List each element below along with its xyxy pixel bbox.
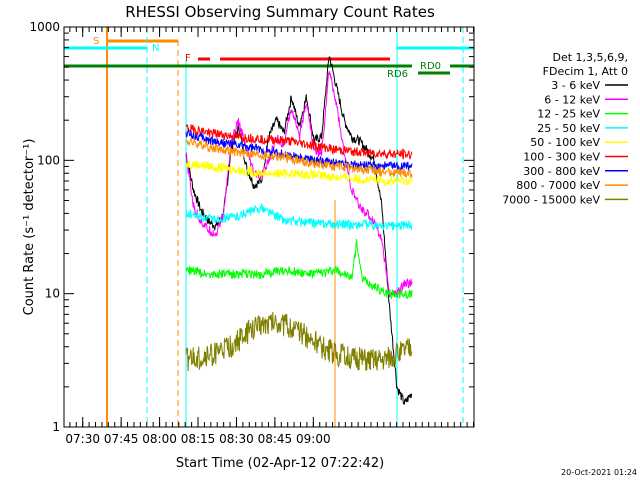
flag-label-s: S bbox=[93, 36, 99, 47]
plot-frame bbox=[63, 26, 475, 428]
series-line-6 bbox=[185, 129, 413, 173]
chart-title: RHESSI Observing Summary Count Rates bbox=[125, 3, 435, 21]
legend-header-line-2: FDecim 1, Att 0 bbox=[543, 65, 628, 78]
y-axis-label: Count Rate (s⁻¹ detector⁻¹) bbox=[22, 139, 37, 316]
series-line-2 bbox=[185, 238, 413, 300]
y-tick-label: 1000 bbox=[29, 20, 60, 34]
series-lines bbox=[185, 56, 413, 406]
legend-label-7: 800 - 7000 keV bbox=[516, 179, 600, 192]
y-tick-label: 1 bbox=[52, 420, 60, 434]
flag-label-f: F bbox=[185, 53, 191, 64]
series-line-3 bbox=[185, 203, 413, 231]
x-tick-label: 09:00 bbox=[296, 432, 331, 446]
legend-label-2: 12 - 25 keV bbox=[537, 108, 600, 121]
x-tick-label: 08:30 bbox=[219, 432, 254, 446]
flag-label-rd6: RD6 bbox=[387, 69, 408, 80]
footer-timestamp: 20-Oct-2021 01:24 bbox=[561, 468, 637, 477]
legend-label-6: 300 - 800 keV bbox=[523, 165, 600, 178]
x-tick-label: 07:30 bbox=[65, 432, 100, 446]
series-line-7 bbox=[185, 136, 413, 179]
series-line-5 bbox=[185, 123, 413, 160]
x-axis: 07:30 07:45 08:00 08:15 08:30 08:45 09:00 bbox=[65, 27, 474, 446]
legend-label-5: 100 - 300 keV bbox=[523, 151, 600, 164]
flag-markers: S N F RD0 RD6 bbox=[64, 27, 474, 427]
flag-label-n: N bbox=[152, 43, 159, 54]
x-tick-label: 08:00 bbox=[142, 432, 177, 446]
x-tick-label: 07:45 bbox=[104, 432, 139, 446]
x-tick-label: 08:45 bbox=[258, 432, 293, 446]
legend-label-3: 25 - 50 keV bbox=[537, 122, 600, 135]
legend-label-0: 3 - 6 keV bbox=[551, 79, 600, 92]
series-line-4 bbox=[185, 160, 413, 187]
legend-label-1: 6 - 12 keV bbox=[544, 93, 600, 106]
legend-label-8: 7000 - 15000 keV bbox=[502, 193, 600, 206]
legend-label-4: 50 - 100 keV bbox=[530, 136, 600, 149]
series-line-8 bbox=[185, 311, 413, 372]
legend-header-line-1: Det 1,3,5,6,9, bbox=[552, 51, 628, 64]
flag-label-rd0: RD0 bbox=[420, 61, 441, 72]
y-axis: 1 10 100 1000 bbox=[29, 20, 474, 434]
x-axis-label: Start Time (02-Apr-12 07:22:42) bbox=[176, 456, 384, 471]
y-tick-label: 10 bbox=[45, 287, 60, 301]
y-tick-label: 100 bbox=[37, 153, 60, 167]
x-tick-label: 08:15 bbox=[181, 432, 216, 446]
